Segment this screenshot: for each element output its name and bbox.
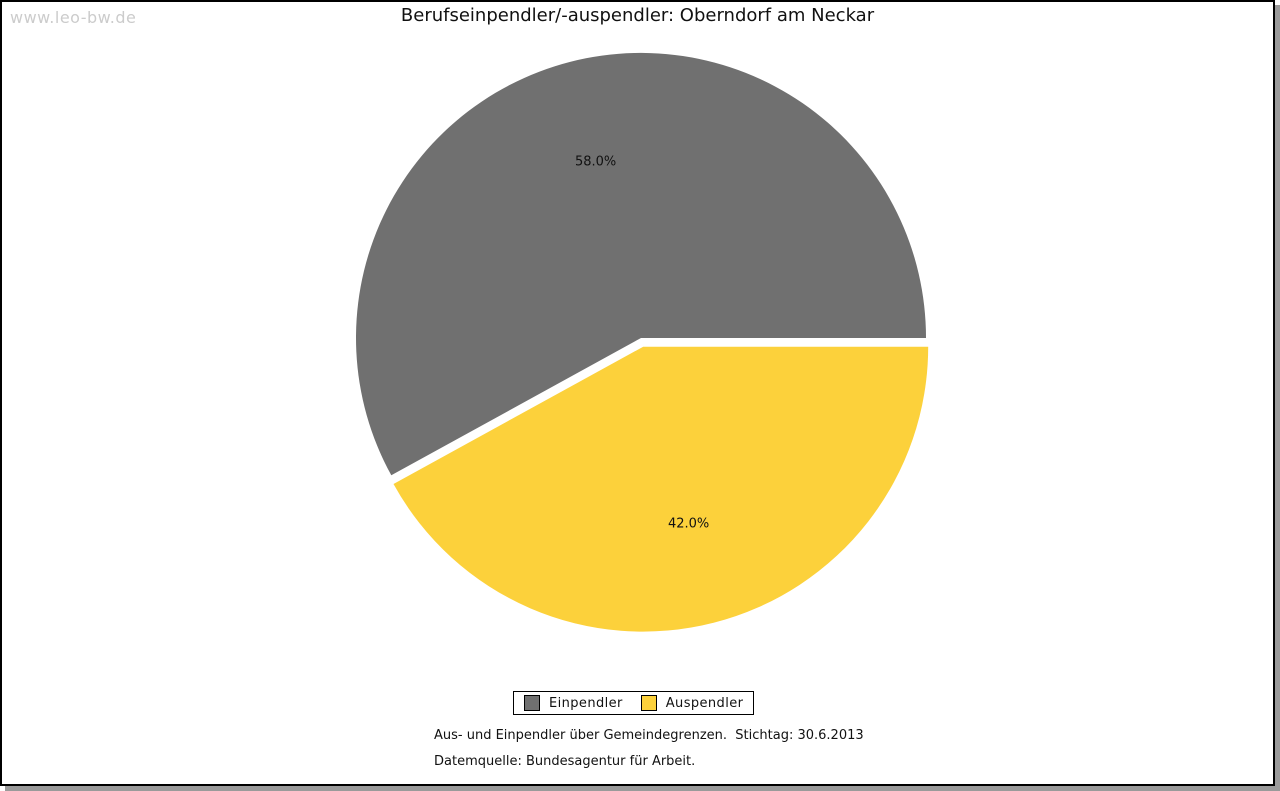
legend-item-einpendler: Einpendler [524, 695, 623, 711]
pie-slice-label-auspendler: 42.0% [668, 516, 709, 531]
chart-title: Berufseinpendler/-auspendler: Oberndorf … [400, 5, 875, 26]
legend: Einpendler Auspendler [513, 691, 755, 715]
einpendler-swatch-icon [524, 695, 540, 711]
pie-slice-einpendler [355, 52, 926, 476]
pie-slice-auspendler [393, 346, 929, 632]
legend-label-auspendler: Auspendler [665, 695, 744, 711]
pie-slice-label-einpendler: 58.0% [575, 154, 616, 169]
pie-chart: 58.0% 42.0% [355, 52, 929, 632]
footnote-source-line1: Aus- und Einpendler über Gemeindegrenzen… [434, 728, 864, 743]
footnote-source-line2: Datemquelle: Bundesagentur für Arbeit. [434, 754, 696, 769]
legend-label-einpendler: Einpendler [549, 695, 623, 711]
auspendler-swatch-icon [640, 695, 657, 711]
legend-item-auspendler: Auspendler [640, 695, 744, 711]
watermark: www.leo-bw.de [10, 8, 137, 27]
